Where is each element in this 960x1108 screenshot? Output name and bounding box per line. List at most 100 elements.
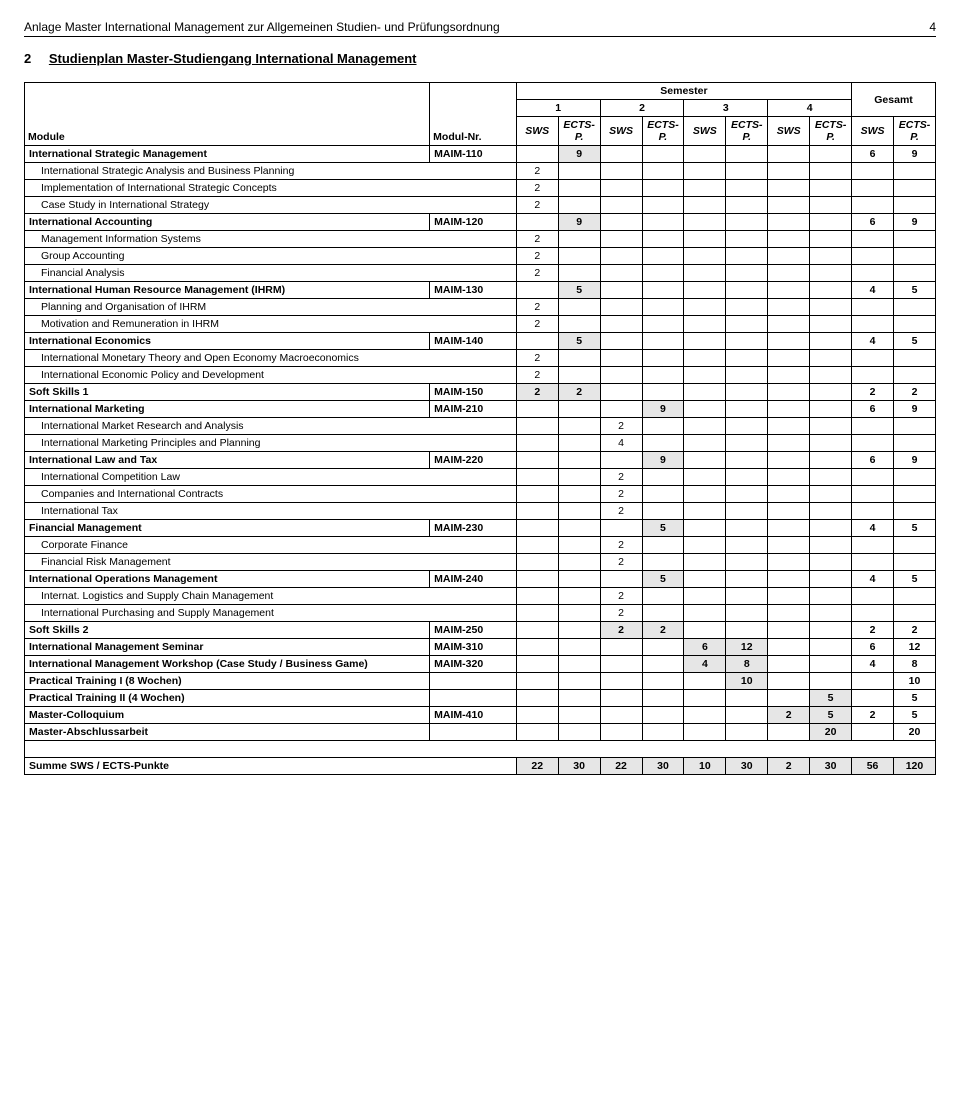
cell (726, 520, 768, 537)
cell (768, 503, 810, 520)
cell (558, 622, 600, 639)
module-label: Master-Abschlussarbeit (25, 724, 430, 741)
cell: 120 (893, 758, 935, 775)
cell (852, 418, 894, 435)
th-gesamt: Gesamt (852, 83, 936, 117)
cell (642, 605, 684, 622)
cell (684, 231, 726, 248)
table-row (25, 741, 936, 758)
cell (516, 401, 558, 418)
cell: 4 (600, 435, 642, 452)
cell (558, 673, 600, 690)
th-sem-1: 1 (516, 100, 600, 117)
cell (558, 486, 600, 503)
cell (642, 146, 684, 163)
cell: 4 (852, 571, 894, 588)
th-sws: SWS (684, 117, 726, 146)
cell (600, 180, 642, 197)
cell: 8 (726, 656, 768, 673)
cell (684, 384, 726, 401)
cell (684, 503, 726, 520)
cell (558, 452, 600, 469)
cell: 2 (600, 588, 642, 605)
cell (768, 537, 810, 554)
cell (726, 316, 768, 333)
cell (684, 180, 726, 197)
cell (558, 197, 600, 214)
cell (893, 418, 935, 435)
submodule-label: Corporate Finance (25, 537, 517, 554)
module-label: Master-Colloquium (25, 707, 430, 724)
cell (768, 367, 810, 384)
page-header: Anlage Master International Management z… (24, 20, 936, 37)
cell (852, 163, 894, 180)
cell (810, 605, 852, 622)
cell (810, 299, 852, 316)
cell: 5 (893, 282, 935, 299)
cell (600, 146, 642, 163)
cell (600, 248, 642, 265)
cell (684, 350, 726, 367)
cell (684, 690, 726, 707)
table-body: International Strategic ManagementMAIM-1… (25, 146, 936, 775)
cell (600, 299, 642, 316)
cell (852, 435, 894, 452)
module-nr: MAIM-250 (430, 622, 517, 639)
cell (516, 724, 558, 741)
cell: 5 (810, 690, 852, 707)
cell (726, 537, 768, 554)
table-row: International Purchasing and Supply Mana… (25, 605, 936, 622)
section-title: 2 Studienplan Master-Studiengang Interna… (24, 51, 936, 66)
module-label: International Accounting (25, 214, 430, 231)
cell (600, 639, 642, 656)
cell (810, 452, 852, 469)
cell (516, 520, 558, 537)
cell: 9 (893, 452, 935, 469)
cell: 2 (516, 231, 558, 248)
cell: 9 (558, 146, 600, 163)
cell (726, 435, 768, 452)
cell: 30 (726, 758, 768, 775)
cell (516, 503, 558, 520)
cell (810, 384, 852, 401)
cell (600, 384, 642, 401)
module-label: International Operations Management (25, 571, 430, 588)
cell: 9 (893, 146, 935, 163)
cell (642, 248, 684, 265)
cell (684, 146, 726, 163)
table-row: International Economic Policy and Develo… (25, 367, 936, 384)
cell (600, 707, 642, 724)
cell: 2 (516, 265, 558, 282)
cell: 2 (600, 486, 642, 503)
th-modul-nr: Modul-Nr. (430, 83, 517, 146)
cell (684, 605, 726, 622)
cell (852, 690, 894, 707)
cell (768, 248, 810, 265)
cell (558, 180, 600, 197)
module-nr: MAIM-320 (430, 656, 517, 673)
cell (768, 333, 810, 350)
cell (768, 435, 810, 452)
cell: 4 (852, 656, 894, 673)
table-row: Master-ColloquiumMAIM-4102525 (25, 707, 936, 724)
cell (600, 282, 642, 299)
cell: 6 (852, 452, 894, 469)
cell: 5 (893, 707, 935, 724)
cell (642, 197, 684, 214)
cell (726, 367, 768, 384)
cell (642, 435, 684, 452)
cell (684, 401, 726, 418)
cell (558, 435, 600, 452)
cell (726, 163, 768, 180)
cell: 2 (600, 469, 642, 486)
table-row: International Monetary Theory and Open E… (25, 350, 936, 367)
th-sws: SWS (852, 117, 894, 146)
cell: 10 (726, 673, 768, 690)
table-row: Practical Training I (8 Wochen)1010 (25, 673, 936, 690)
cell: 4 (852, 520, 894, 537)
cell: 2 (516, 384, 558, 401)
cell (852, 469, 894, 486)
submodule-label: Motivation and Remuneration in IHRM (25, 316, 517, 333)
cell (852, 724, 894, 741)
table-row: International Operations ManagementMAIM-… (25, 571, 936, 588)
